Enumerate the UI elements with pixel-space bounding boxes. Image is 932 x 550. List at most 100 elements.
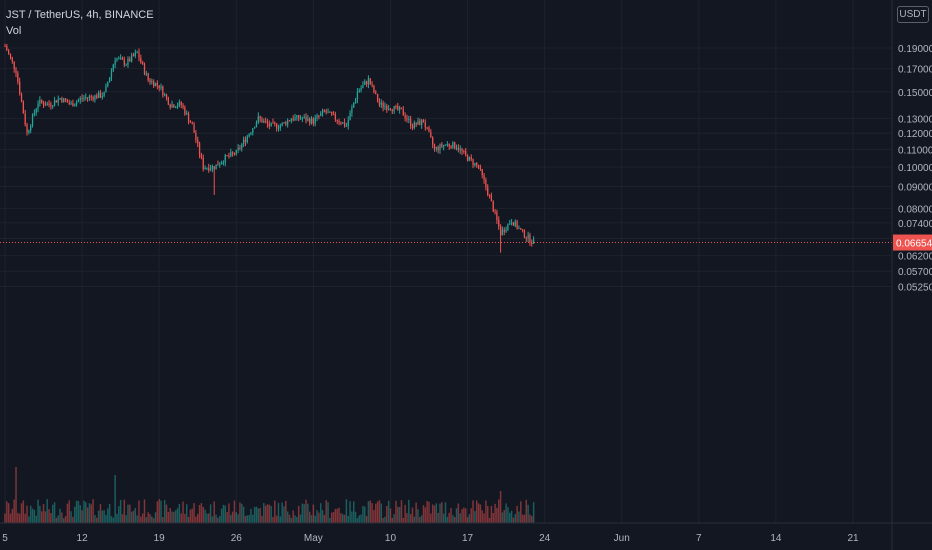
volume-bar <box>415 502 417 523</box>
volume-bar <box>509 512 511 523</box>
candle-body <box>121 58 124 60</box>
volume-bar <box>118 506 120 523</box>
volume-bar <box>90 504 93 523</box>
volume-bar <box>512 517 515 523</box>
volume-bar <box>496 507 498 523</box>
volume-bar <box>233 500 236 523</box>
volume-bar <box>386 506 388 523</box>
volume-bar <box>353 501 355 523</box>
volume-bar <box>88 503 91 523</box>
volume-bar <box>169 507 171 523</box>
volume-bar <box>364 506 366 523</box>
candle-body <box>85 97 87 99</box>
candle-body <box>457 148 460 150</box>
volume-bar <box>31 508 34 523</box>
candle-body <box>132 55 135 57</box>
volume-bar <box>312 504 315 523</box>
candle-body <box>287 120 289 125</box>
candle-body <box>213 166 215 170</box>
candle-body <box>171 104 173 108</box>
candle-body <box>404 115 406 119</box>
candle-body <box>140 58 142 63</box>
volume-bar <box>68 500 70 523</box>
candle-body <box>279 125 281 129</box>
volume-bar <box>228 503 230 523</box>
volume-bar <box>329 517 331 523</box>
candle-body <box>499 226 502 236</box>
volume-bar <box>145 517 148 523</box>
volume-bar <box>505 503 507 523</box>
volume-bar <box>209 504 212 523</box>
volume-bar <box>266 504 269 523</box>
volume-bar <box>94 514 96 523</box>
volume-bar <box>314 515 316 523</box>
candle-body <box>101 96 103 98</box>
volume-bar <box>520 501 522 523</box>
candle-body <box>110 70 113 78</box>
last-price-label: 0.06654 <box>896 239 932 250</box>
volume-bar <box>50 513 52 523</box>
candle-body <box>432 137 434 145</box>
price-tick-label: 0.15000 <box>898 88 932 99</box>
time-axis[interactable]: 5 12 19 26 May 10 17 24 Jun 7 14 21 <box>0 522 932 544</box>
candle-body <box>119 58 122 60</box>
candle-body <box>55 100 58 103</box>
volume-bar <box>274 500 276 523</box>
volume-bar <box>140 516 142 523</box>
candle-body <box>509 223 511 225</box>
candle-body <box>498 220 500 227</box>
price-tick-label: 0.13000 <box>898 114 932 125</box>
volume-bar <box>387 500 390 523</box>
candle-body <box>430 132 432 138</box>
candle-body <box>305 116 307 121</box>
time-tick-label: 12 <box>77 533 89 544</box>
candle-body <box>9 53 12 58</box>
candle-body <box>365 81 368 85</box>
candle-body <box>228 155 230 157</box>
volume-bar <box>252 514 254 523</box>
volume-bar <box>330 512 333 523</box>
volume-bar <box>165 504 168 523</box>
candle-body <box>422 119 425 123</box>
volume-bar <box>430 513 432 523</box>
candle-body <box>476 162 478 165</box>
volume-bar <box>99 503 102 523</box>
volume-bar <box>402 517 405 523</box>
volume-bar <box>138 500 140 523</box>
candle-body <box>39 99 41 104</box>
candle-body <box>204 168 206 170</box>
volume-bar <box>464 508 467 523</box>
volume-indicator-label[interactable]: Vol <box>6 25 22 37</box>
candle-body <box>48 103 50 105</box>
candle-body <box>118 58 120 60</box>
price-tick-label: 0.09000 <box>898 183 932 194</box>
time-tick-label: 21 <box>847 533 859 544</box>
candle-body <box>153 81 155 87</box>
candle-body <box>211 166 214 169</box>
price-tick-label: 0.05700 <box>898 267 932 278</box>
candle-body <box>527 234 529 239</box>
currency-badge[interactable]: USDT <box>897 6 929 23</box>
symbol-title[interactable]: JST / TetherUS, 4h, BINANCE <box>6 9 154 21</box>
volume-bar <box>143 499 146 523</box>
candle-body <box>61 98 63 103</box>
volume-bar <box>112 517 115 523</box>
volume-bar <box>217 517 219 523</box>
volume-bar <box>171 511 173 523</box>
volume-bar <box>417 509 419 523</box>
candle-body <box>178 102 181 106</box>
candle-body <box>208 167 210 171</box>
candle-body <box>380 102 382 105</box>
candle-body <box>492 201 494 212</box>
candle-body <box>342 122 344 124</box>
volume-bar <box>406 513 408 523</box>
volume-bar <box>487 505 489 523</box>
volume-bar <box>466 517 469 523</box>
candle-body <box>252 128 254 133</box>
volume-bar <box>160 500 162 523</box>
candle-body <box>209 168 212 171</box>
volume-bar <box>75 500 78 523</box>
candlestick-series <box>4 43 535 253</box>
candle-body <box>428 127 430 133</box>
